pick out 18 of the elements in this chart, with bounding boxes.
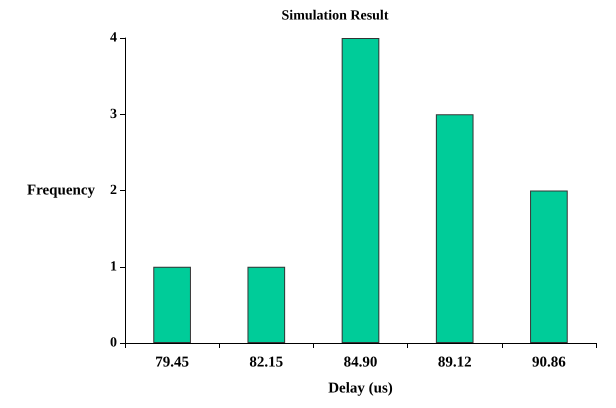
bar [342, 38, 380, 343]
x-tick-label: 84.90 [344, 354, 378, 370]
bar [247, 266, 286, 343]
x-tick-label: 79.45 [155, 354, 189, 370]
y-axis-title: Frequency [26, 182, 96, 198]
bar [436, 114, 474, 343]
x-tick-label: 82.15 [249, 354, 284, 370]
x-tick-label: 90.86 [532, 354, 566, 370]
y-tick-label: 1 [110, 259, 117, 274]
y-tick-label: 0 [110, 336, 117, 350]
x-tick-label: 89.12 [438, 354, 472, 370]
y-tick-label: 4 [110, 30, 117, 46]
y-tick-label: 3 [110, 106, 117, 122]
x-axis-title: Delay (us) [328, 380, 393, 396]
bar [530, 190, 568, 343]
bar [153, 266, 191, 343]
y-tick-label: 2 [110, 183, 117, 198]
chart-title: Simulation Result [282, 8, 389, 24]
